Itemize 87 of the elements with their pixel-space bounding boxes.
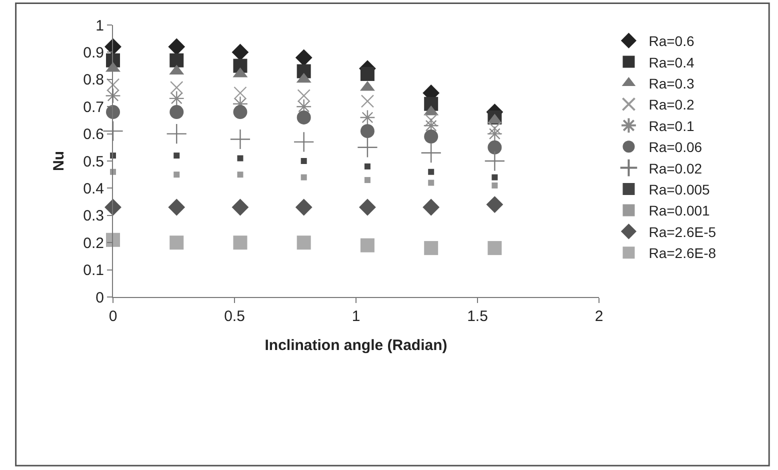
legend-label: Ra=2.6E-8 <box>648 245 716 262</box>
legend-label: Ra=0.4 <box>648 54 694 70</box>
point <box>168 90 184 106</box>
point <box>359 198 376 216</box>
point <box>293 132 314 152</box>
point <box>233 236 248 250</box>
point <box>170 80 184 94</box>
point <box>168 198 186 216</box>
legend-label: Ra=0.001 <box>648 202 710 219</box>
x-tick-label: 0.5 <box>224 308 245 325</box>
point <box>357 137 378 158</box>
point <box>492 182 498 188</box>
legend-label: Ra=0.6 <box>648 33 694 50</box>
point <box>230 128 251 150</box>
legend-label: Ra=0.06 <box>648 139 702 156</box>
point <box>166 123 188 144</box>
point <box>488 140 502 154</box>
y-tick-label: 0.1 <box>83 262 104 280</box>
point <box>105 88 121 104</box>
point <box>295 49 312 66</box>
legend-label: Ra=2.6E-5 <box>648 224 716 240</box>
point <box>232 198 249 216</box>
point <box>106 105 120 120</box>
point <box>104 38 122 56</box>
y-tick-label: 0.7 <box>83 98 104 116</box>
point <box>174 172 180 178</box>
point <box>360 238 374 252</box>
point <box>297 89 310 102</box>
point <box>420 142 442 164</box>
point <box>424 114 438 127</box>
point <box>422 198 440 216</box>
point <box>170 105 184 120</box>
legend-label: Ra=0.1 <box>648 118 694 134</box>
point <box>428 180 434 186</box>
y-tick-label: 0 <box>96 289 104 306</box>
x-axis-title: Inclination angle (Radian) <box>264 337 448 354</box>
point <box>168 38 186 56</box>
point <box>170 236 184 250</box>
point <box>360 94 374 108</box>
point <box>486 126 502 142</box>
point <box>234 86 247 100</box>
legend-label: Ra=0.005 <box>648 181 710 198</box>
point <box>232 44 249 61</box>
point <box>428 168 434 175</box>
point <box>364 177 370 184</box>
point <box>488 122 502 135</box>
y-tick-label: 0.8 <box>83 72 104 89</box>
point <box>102 120 124 142</box>
point <box>174 152 180 159</box>
point <box>492 174 498 180</box>
x-tick-label: 1.5 <box>467 308 488 325</box>
point <box>360 66 374 81</box>
x-tick-label: 0 <box>108 308 118 325</box>
point <box>237 172 244 178</box>
point <box>484 150 506 172</box>
point <box>424 130 438 144</box>
point <box>237 155 244 162</box>
y-tick-label: 0.3 <box>83 208 104 225</box>
point <box>486 196 504 213</box>
point <box>364 163 370 170</box>
x-tick-label: 2 <box>594 308 604 325</box>
legend-label: Ra=0.3 <box>648 75 694 92</box>
y-tick-label: 0.6 <box>83 126 104 144</box>
point <box>360 124 374 138</box>
point <box>360 110 376 126</box>
point <box>300 158 307 164</box>
y-tick-label: 0.9 <box>83 44 104 62</box>
legend-label: Ra=0.2 <box>648 96 694 113</box>
y-axis-title: Nu <box>50 151 68 171</box>
point <box>296 236 311 250</box>
point <box>423 118 439 134</box>
point <box>233 105 248 120</box>
point <box>300 174 307 180</box>
legend-label: Ra=0.02 <box>648 160 702 176</box>
point <box>296 110 311 124</box>
point <box>104 198 122 216</box>
point <box>106 232 120 247</box>
point <box>295 198 312 216</box>
x-tick-label: 1 <box>352 308 360 325</box>
y-tick-label: 0.2 <box>83 234 104 252</box>
y-tick-label: 0.5 <box>83 153 104 170</box>
point <box>488 241 502 256</box>
y-tick-label: 1 <box>96 17 104 34</box>
point <box>170 53 184 68</box>
point <box>424 241 438 256</box>
y-tick-label: 0.4 <box>83 180 104 198</box>
point <box>106 78 120 92</box>
